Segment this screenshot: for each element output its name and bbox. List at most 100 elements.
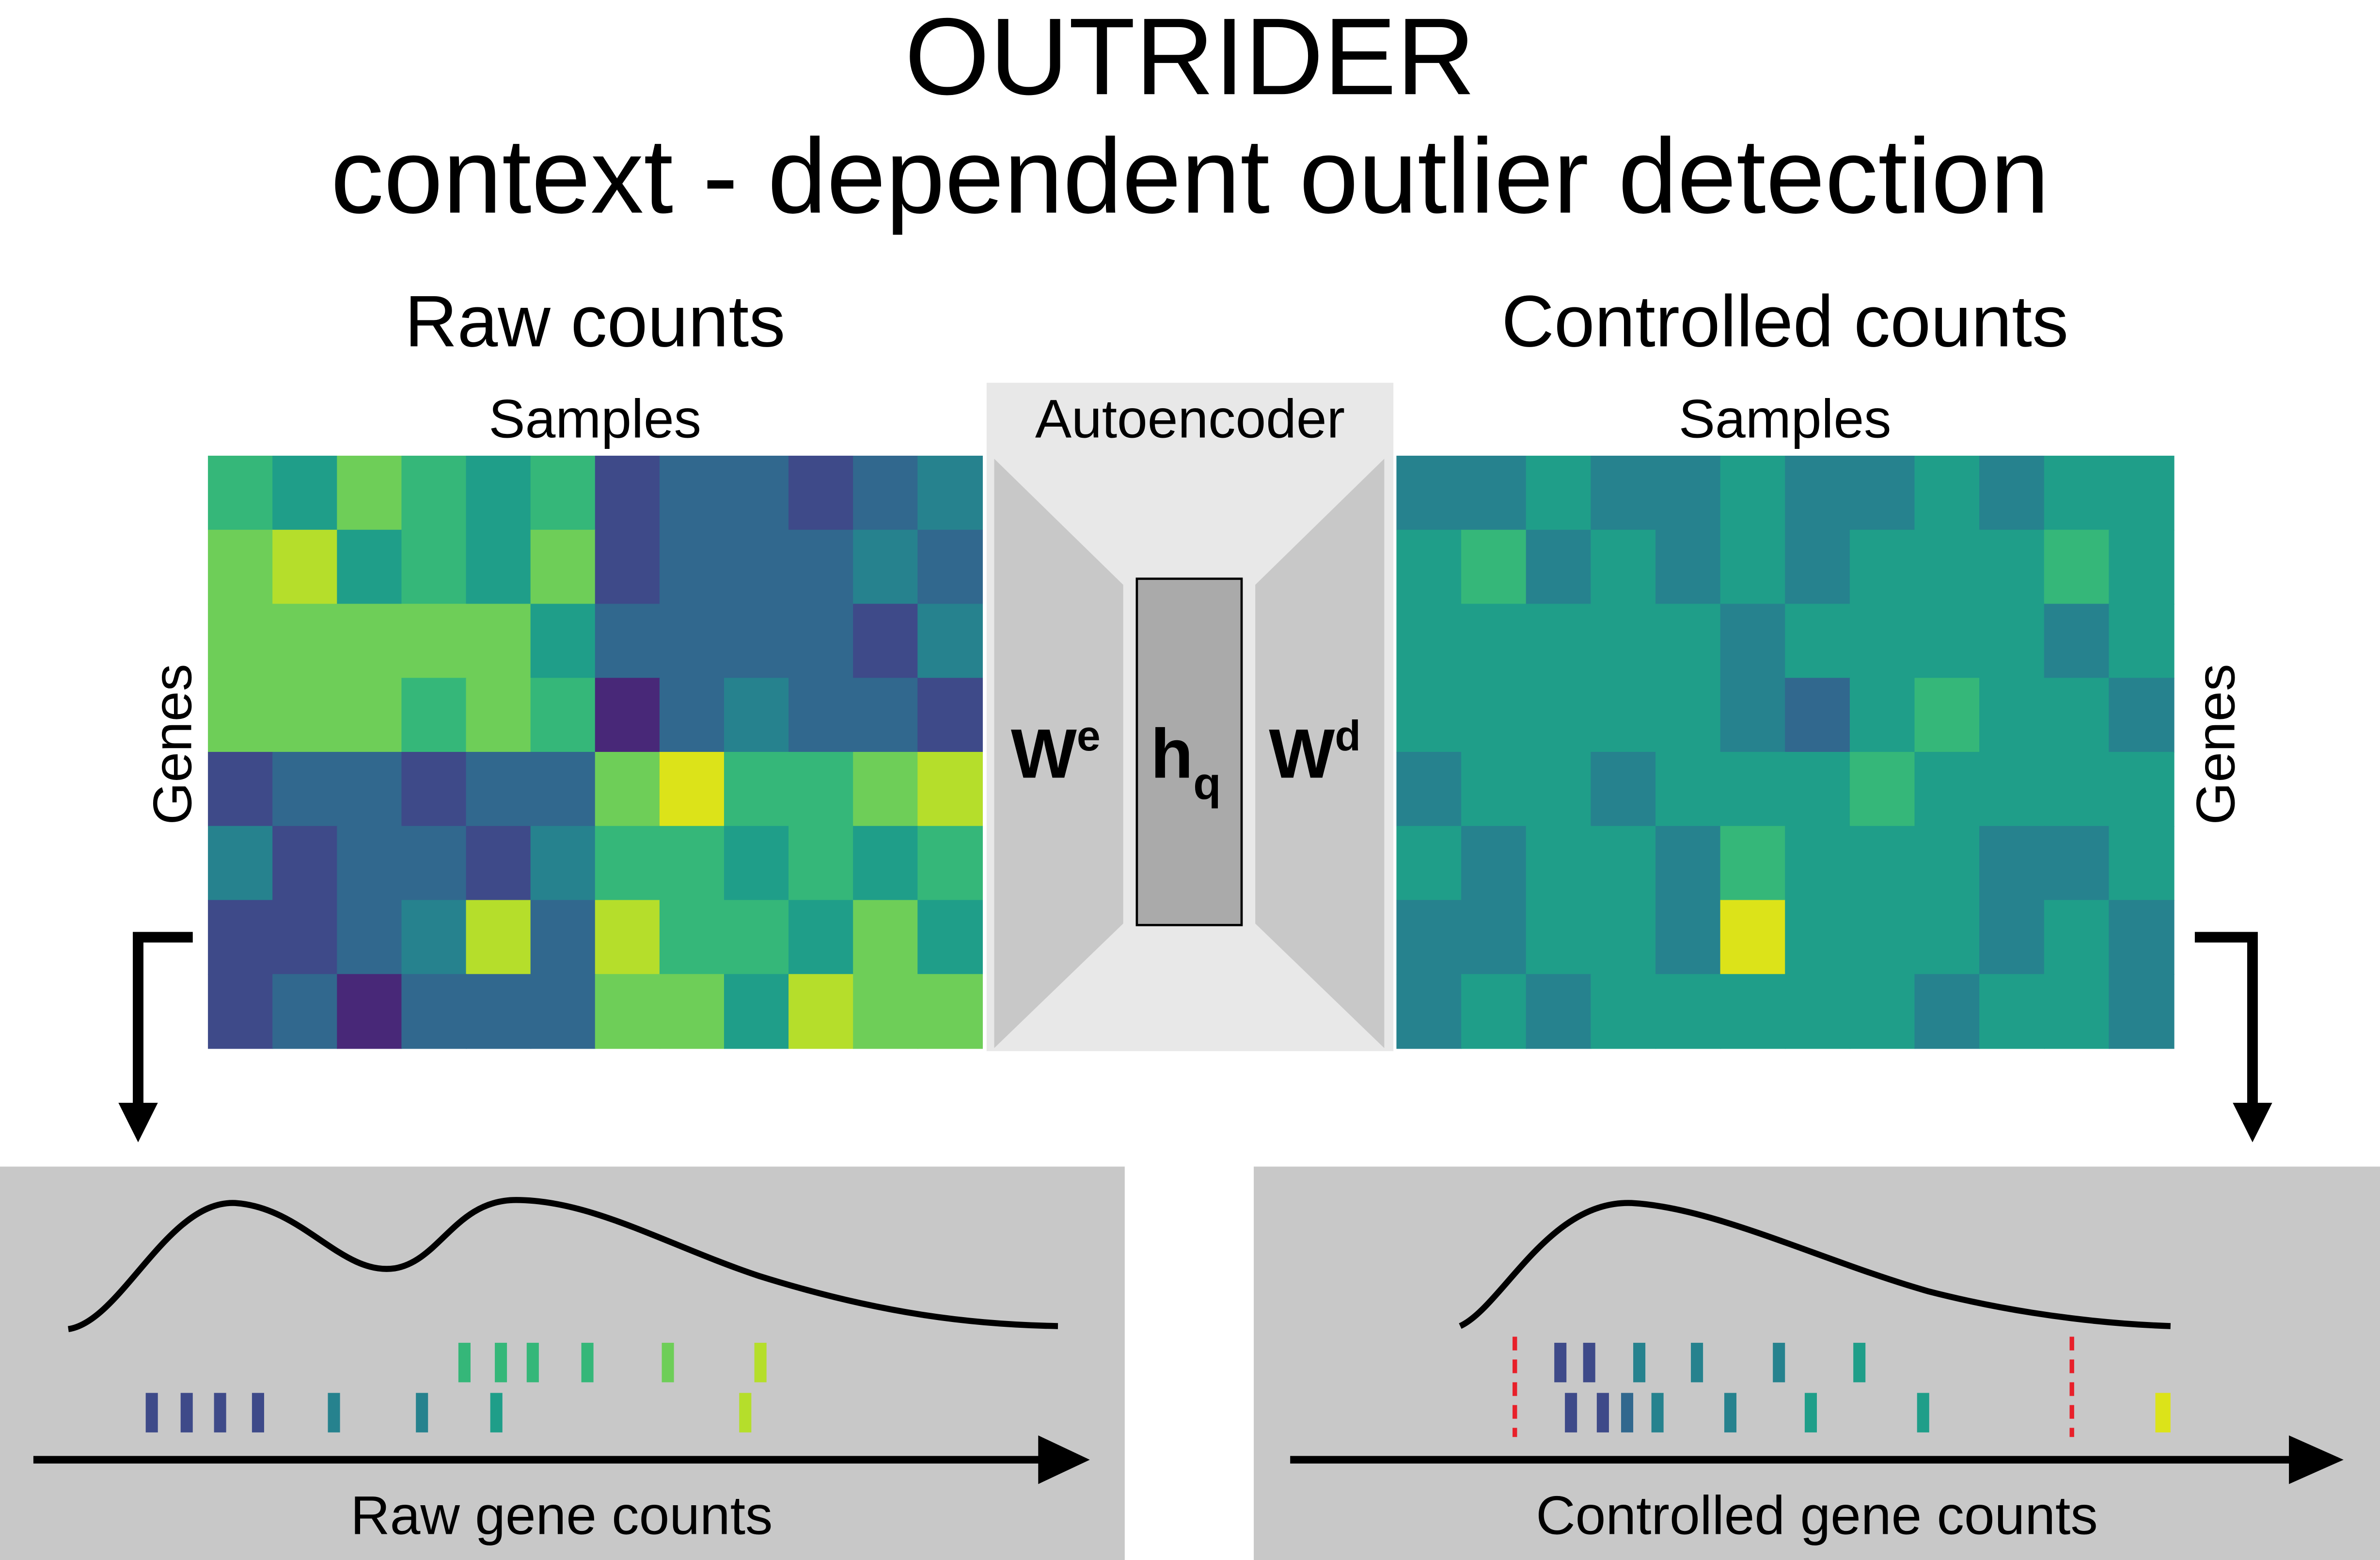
- heat-cell: [1785, 678, 1851, 753]
- heat-cell: [1396, 974, 1462, 1049]
- heat-cell: [1396, 900, 1462, 975]
- heat-cell: [2109, 678, 2175, 753]
- heat-cell: [1461, 900, 1527, 975]
- heat-cell: [853, 826, 918, 901]
- heat-cell: [724, 752, 789, 827]
- heat-cell: [917, 456, 983, 531]
- heat-cell: [1526, 752, 1592, 827]
- distribution-panel: [1254, 1166, 2380, 1560]
- arrow-head: [2233, 1102, 2272, 1143]
- heat-cell: [1396, 752, 1462, 827]
- count-tick: [739, 1393, 752, 1433]
- count-tick: [458, 1342, 471, 1383]
- heat-cell: [337, 529, 402, 605]
- heat-cell: [530, 900, 596, 975]
- bracket-arrow: [2194, 932, 2258, 1112]
- symbol: W: [1011, 715, 1077, 793]
- heat-cell: [917, 974, 983, 1049]
- heat-cell: [659, 752, 725, 827]
- heat-cell: [208, 529, 273, 605]
- heat-cell: [466, 456, 532, 531]
- heat-cell: [659, 900, 725, 975]
- superscript: d: [1335, 712, 1361, 760]
- heat-cell: [788, 900, 854, 975]
- count-tick: [145, 1393, 158, 1433]
- heat-cell: [917, 604, 983, 679]
- count-tick: [1917, 1393, 1929, 1433]
- arrow-head: [2289, 1435, 2344, 1484]
- heat-cell: [466, 900, 532, 975]
- heat-cell: [659, 604, 725, 679]
- heat-cell: [724, 456, 789, 531]
- heat-cell: [1914, 752, 1980, 827]
- count-tick: [328, 1393, 340, 1433]
- count-tick: [1804, 1393, 1817, 1433]
- count-tick: [754, 1342, 767, 1383]
- heat-cell: [1591, 900, 1656, 975]
- heat-cell: [1396, 826, 1462, 901]
- heat-cell: [208, 826, 273, 901]
- heat-cell: [1461, 752, 1527, 827]
- superscript: e: [1077, 712, 1101, 760]
- heat-cell: [724, 604, 789, 679]
- count-tick: [1596, 1393, 1609, 1433]
- heat-cell: [788, 604, 854, 679]
- count-ticks: [145, 1342, 2171, 1433]
- heat-cell: [401, 678, 467, 753]
- count-tick: [1554, 1342, 1567, 1383]
- heat-cell: [1785, 826, 1851, 901]
- heat-cell: [466, 678, 532, 753]
- heat-cell: [1720, 974, 1786, 1049]
- bracket-arrow: [133, 932, 193, 1112]
- columns-label: Samples: [1679, 388, 1891, 449]
- heat-cell: [1914, 974, 1980, 1049]
- autoencoder-label: Autoencoder: [1035, 388, 1345, 449]
- heat-cell: [1785, 456, 1851, 531]
- heat-cell: [595, 900, 661, 975]
- subtitle: context - dependent outlier detection: [331, 117, 2049, 236]
- heat-cell: [1979, 604, 2045, 679]
- heat-cell: [337, 974, 402, 1049]
- heat-cell: [1461, 456, 1527, 531]
- count-tick: [581, 1342, 594, 1383]
- heat-cell: [208, 678, 273, 753]
- heat-cell: [595, 752, 661, 827]
- heat-cell: [1461, 826, 1527, 901]
- count-tick: [1621, 1393, 1634, 1433]
- heat-cell: [724, 974, 789, 1049]
- heat-cell: [466, 529, 532, 605]
- heat-cell: [788, 456, 854, 531]
- count-tick: [1651, 1393, 1664, 1433]
- decoder-shape: [1255, 459, 1385, 1049]
- heat-cell: [1655, 529, 1721, 605]
- heat-cell: [337, 752, 402, 827]
- heat-cell: [2044, 456, 2110, 531]
- heat-cell: [659, 826, 725, 901]
- heat-cell: [401, 752, 467, 827]
- heat-cell: [401, 900, 467, 975]
- heat-cell: [2044, 900, 2110, 975]
- title: OUTRIDER: [905, 0, 1476, 117]
- heat-cell: [724, 900, 789, 975]
- heat-cell: [2109, 974, 2175, 1049]
- count-tick: [214, 1393, 226, 1433]
- heat-cell: [337, 900, 402, 975]
- heat-cell: [1526, 974, 1592, 1049]
- rows-label: Genes: [142, 664, 203, 825]
- heat-cell: [401, 456, 467, 531]
- heat-cell: [724, 678, 789, 753]
- heat-cell: [401, 529, 467, 605]
- heat-cell: [208, 456, 273, 531]
- heat-cell: [1396, 456, 1462, 531]
- heat-cell: [1849, 529, 1916, 605]
- heat-cell: [1591, 678, 1656, 753]
- heat-cell: [1785, 752, 1851, 827]
- heat-cell: [272, 604, 338, 679]
- heat-cell: [1785, 604, 1851, 679]
- heat-cell: [2044, 529, 2110, 605]
- heat-cell: [595, 826, 661, 901]
- heat-cell: [1396, 678, 1462, 753]
- heat-cell: [1914, 900, 1980, 975]
- heat-cell: [208, 974, 273, 1049]
